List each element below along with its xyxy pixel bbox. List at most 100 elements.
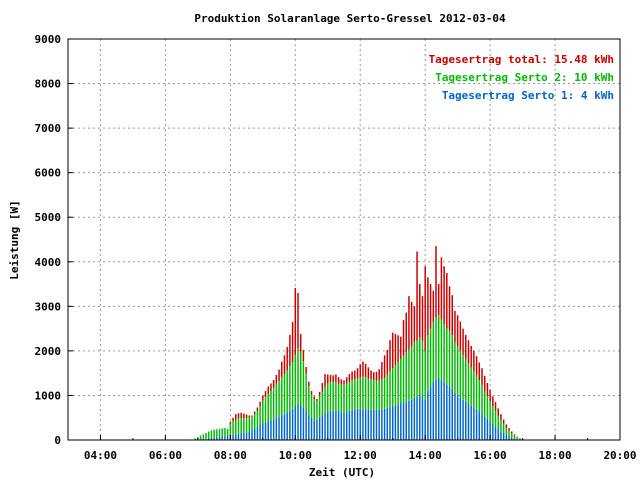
bar-segment-series-1: [389, 407, 391, 440]
bar-segment-series-1: [378, 409, 380, 440]
x-tick-label: 20:00: [603, 449, 636, 462]
bar-segment-series-2: [451, 335, 453, 389]
bar-segment-series-1: [267, 421, 269, 440]
bar-segment-series-1: [340, 412, 343, 440]
bar-segment-series-2: [389, 371, 391, 408]
bar-segment-series-3: [389, 340, 391, 372]
bar-segment-series-2: [213, 429, 215, 438]
bar-segment-series-3: [281, 361, 283, 378]
bar-segment-series-1: [456, 395, 459, 440]
x-tick-label: 10:00: [279, 449, 312, 462]
bar-segment-series-1: [483, 416, 486, 440]
bar-segment-series-3: [367, 367, 370, 379]
bar-segment-series-1: [405, 401, 407, 440]
bar-segment-series-3: [324, 374, 326, 387]
bar-segment-series-1: [270, 420, 272, 440]
bar-segment-series-2: [408, 349, 410, 401]
bar-segment-series-1: [465, 401, 467, 440]
bar-segment-series-3: [383, 355, 386, 378]
bar-segment-series-1: [454, 393, 456, 440]
bar-segment-series-2: [318, 395, 321, 417]
bar-segment-series-3: [232, 417, 234, 422]
bar-segment-series-1: [332, 411, 334, 440]
bar-segment-series-3: [513, 434, 516, 436]
bar-segment-series-2: [475, 375, 478, 409]
bar-segment-series-2: [281, 377, 283, 416]
bar-segment-series-3: [286, 346, 288, 371]
bar-segment-series-2: [199, 435, 202, 440]
bar-segment-series-3: [327, 374, 329, 384]
bar-segment-series-2: [511, 433, 513, 438]
bar-segment-series-3: [343, 380, 345, 385]
bar-segment-series-2: [494, 411, 497, 427]
bar-segment-series-1: [408, 400, 410, 440]
bar-segment-series-1: [345, 411, 348, 440]
bar-segment-series-1: [202, 438, 205, 440]
bar-segment-series-1: [424, 399, 426, 440]
bar-segment-series-2: [335, 382, 337, 411]
bar-segment-series-1: [459, 397, 462, 440]
bar-segment-series-2: [343, 384, 345, 413]
bar-segment-series-3: [245, 414, 248, 419]
bar-segment-series-2: [210, 430, 213, 438]
bar-segment-series-1: [383, 408, 386, 440]
bar-segment-series-3: [297, 292, 299, 349]
bar-segment-series-3: [262, 395, 264, 401]
bar-segment-series-2: [375, 380, 378, 410]
bar-segment-series-3: [502, 419, 505, 424]
legend: Tagesertrag total: 15.48 kWh Tagesertrag …: [429, 53, 614, 102]
bar-segment-series-2: [283, 374, 286, 415]
bar-segment-series-3: [378, 369, 380, 381]
bar-segment-series-1: [216, 437, 218, 440]
bar-segment-series-2: [275, 383, 278, 418]
bar-segment-series-3: [386, 350, 389, 375]
bar-segment-series-1: [313, 420, 315, 440]
bar-segment-series-3: [316, 399, 318, 402]
bar-segment-series-1: [235, 434, 237, 440]
y-tick-label: 0: [54, 434, 61, 447]
y-tick-label: 6000: [35, 167, 62, 180]
bar-segment-series-1: [291, 408, 294, 440]
bar-segment-series-3: [259, 401, 261, 407]
bar-segment-series-2: [267, 393, 269, 422]
bar-segment-series-3: [335, 374, 337, 383]
bar-segment-series-2: [419, 337, 421, 396]
bar-segment-series-2: [378, 380, 380, 410]
bar-segment-series-1: [356, 408, 359, 440]
bar-segment-series-3: [505, 424, 508, 428]
bar-segment-series-2: [251, 416, 253, 431]
bar-segment-series-1: [375, 409, 378, 440]
bar-segment-series-3: [256, 407, 259, 412]
bar-segment-series-1: [351, 409, 353, 440]
legend-entry: Tagesertrag Serto 1: 4 kWh: [442, 89, 614, 102]
bar-segment-series-1: [478, 411, 481, 440]
bar-segment-series-1: [226, 435, 229, 440]
bar-segment-series-2: [359, 377, 361, 409]
bar-segment-series-1: [281, 415, 283, 440]
bar-segment-series-3: [381, 362, 383, 380]
bar-segment-series-1: [262, 423, 264, 440]
bar-segment-series-2: [332, 382, 334, 412]
bar-segment-series-2: [299, 351, 302, 406]
bar-segment-series-1: [437, 377, 440, 440]
bar-segment-series-2: [229, 423, 232, 436]
bar-segment-series-3: [448, 286, 451, 331]
bar-segment-series-1: [410, 399, 413, 440]
bar-segment-series-1: [391, 406, 394, 440]
bar-segment-series-1: [245, 432, 248, 440]
bar-segment-series-3: [429, 284, 432, 329]
bar-segment-series-2: [454, 341, 456, 394]
y-tick-label: 8000: [35, 78, 62, 91]
bar-segment-series-3: [235, 414, 237, 420]
bar-segment-series-1: [446, 384, 448, 440]
bar-segment-series-1: [435, 379, 437, 440]
bar-segment-series-1: [470, 405, 472, 440]
bar-segment-series-3: [229, 421, 232, 424]
bar-segment-series-1: [343, 412, 345, 440]
bar-segment-series-3: [299, 333, 302, 352]
bar-segment-series-3: [454, 310, 456, 342]
bar-segment-series-1: [348, 410, 351, 440]
bar-segment-series-3: [313, 396, 315, 400]
bar-segment-series-2: [383, 377, 386, 409]
